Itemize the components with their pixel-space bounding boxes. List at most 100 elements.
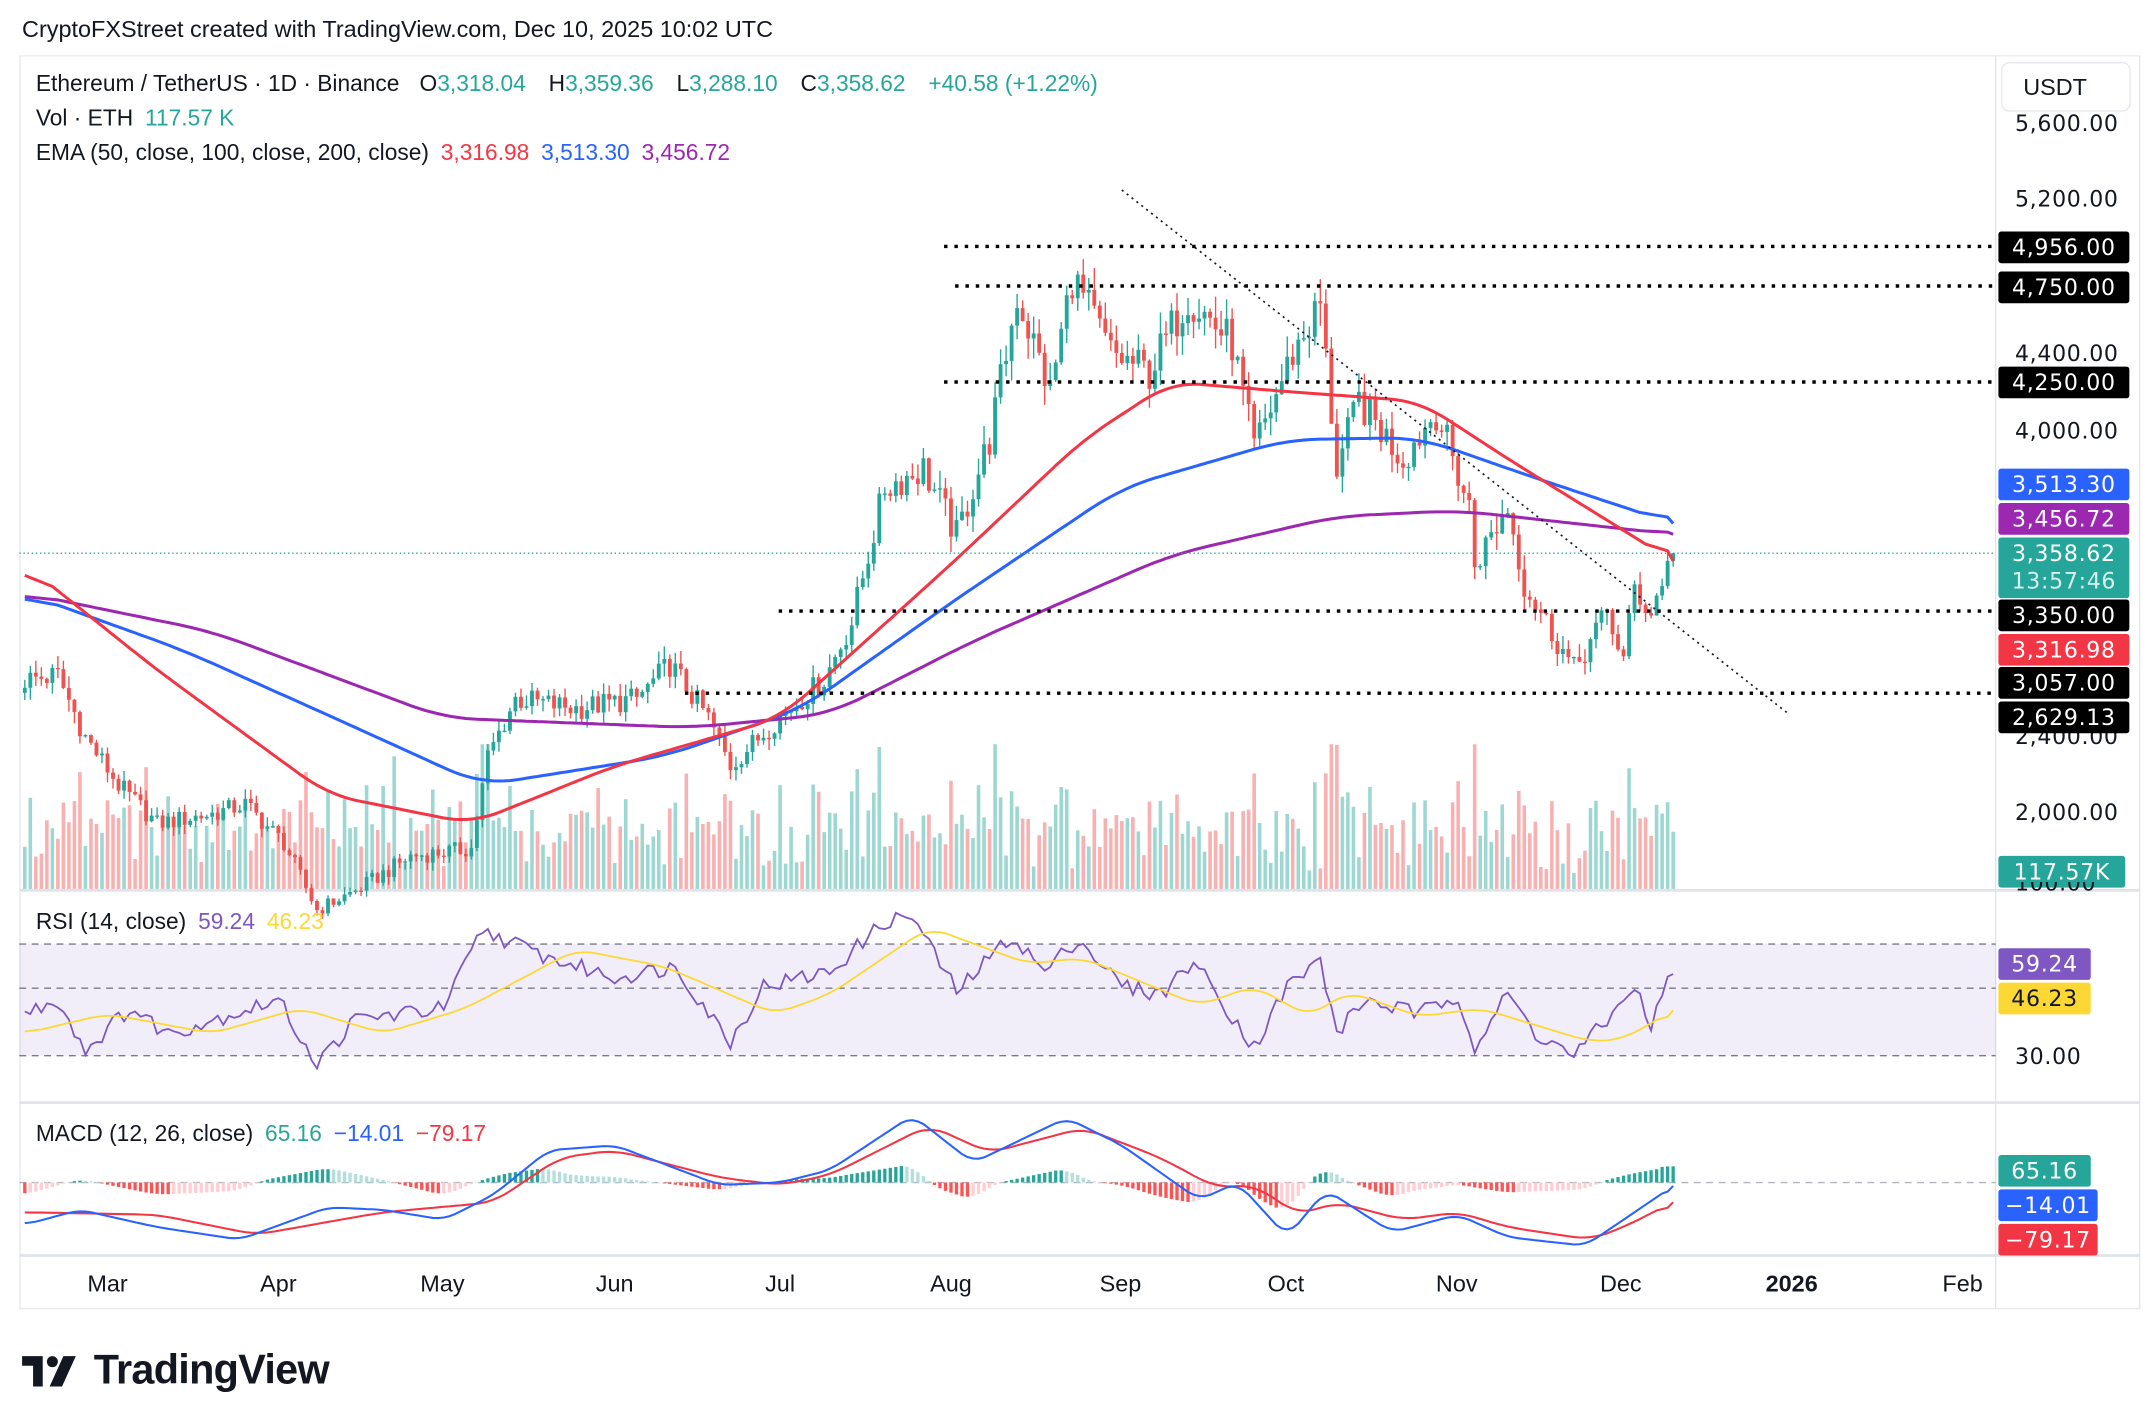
candle-body [1186,315,1190,324]
candle-body [877,493,882,544]
volume-bar [717,821,722,889]
volume-bar [1180,833,1185,889]
candle-body [1301,338,1306,340]
time-label: Nov [1435,1270,1478,1297]
candle-body [938,488,942,490]
macd-histogram-bar [596,1176,600,1183]
candle-body [1632,584,1637,614]
macd-histogram-bar [1632,1173,1637,1183]
candle-body [844,644,849,650]
volume-bar [552,842,556,889]
volume-bar [1434,826,1438,889]
volume-bar [1561,863,1565,889]
candle-body [215,812,220,820]
ema50-value: 3,316.98 [440,140,530,166]
volume-bar [94,823,99,889]
candle-body [1489,532,1494,538]
volume-bar [265,828,270,889]
macd-histogram-bar [491,1176,496,1183]
volume-bar [1246,809,1251,889]
candle-body [1180,323,1185,337]
candle-body [960,511,964,521]
macd-histogram-bar [844,1174,848,1183]
candle-body [1075,274,1080,299]
candle-body [22,687,27,693]
macd-histogram-bar [177,1182,181,1194]
candle-body [1461,485,1466,493]
macd-histogram-bar [976,1182,981,1194]
candle-body [1130,355,1135,364]
candle-body [1456,456,1461,486]
volume-bar [1638,818,1642,889]
candle-body [689,691,694,704]
macd-histogram-bar [359,1175,363,1183]
macd-histogram-bar [668,1182,672,1185]
volume-bar [243,805,248,889]
candle-body [778,715,782,734]
candle-body [138,794,143,801]
macd-histogram-bar [579,1175,584,1183]
volume-bar [1643,817,1648,889]
volume-bar [72,801,77,889]
candle-body [629,688,634,697]
candle-body [987,444,992,455]
macd-histogram-bar [938,1182,942,1189]
level-tag-4956: 4,956.00 [1998,231,2130,264]
volume-bar [1186,821,1190,889]
volume-bar [23,846,27,889]
candle-body [133,791,137,795]
rsi-label[interactable]: RSI (14, close) [35,909,187,935]
macd-histogram-bar [116,1182,121,1187]
macd-histogram-bar [1533,1182,1537,1192]
candle-body [1329,348,1334,424]
volume-bar [193,825,198,889]
candle-body [579,706,584,719]
candle-body [485,750,490,784]
macd-histogram-bar [535,1169,540,1183]
ema-label[interactable]: EMA (50, close, 100, close, 200, close) [35,140,429,166]
candle-body [1379,419,1383,443]
candle-body [535,690,540,700]
time-label: Oct [1267,1270,1305,1297]
volume-bar [403,863,407,889]
volume-label[interactable]: Vol · ETH [35,106,134,131]
volume-bar [965,828,970,889]
price-tick: 5,200.00 [2014,186,2119,213]
macd-histogram-bar [1004,1181,1008,1183]
ema-legend: EMA (50, close, 100, close, 200, close) … [36,141,736,167]
volume-bar [204,825,209,889]
macd-histogram-bar [1131,1182,1135,1189]
volume-bar [348,828,352,889]
tradingview-logo[interactable]: TradingView [22,1348,330,1395]
close-label: C [800,71,817,97]
volume-bar [1417,843,1422,889]
volume-bar [1384,828,1389,889]
macd-histogram-bar [1274,1182,1278,1208]
candle-body [596,696,601,713]
volume-bar [838,828,843,889]
macd-histogram-bar [1054,1170,1058,1183]
candle-body [915,478,920,485]
volume-bar [342,799,347,889]
macd-histogram-bar [45,1182,49,1189]
macd-line [24,1119,1674,1246]
symbol-title[interactable]: Ethereum / TetherUS · 1D · Binance [35,71,400,97]
candle-body [1009,325,1014,361]
volume-bar [976,785,981,889]
volume-bar [1109,828,1113,889]
candle-body [827,667,832,687]
macd-histogram-bar [72,1181,77,1183]
candle-body [281,832,286,851]
currency-button[interactable]: USDT [2001,62,2131,112]
candle-body [298,857,303,870]
volume-bar [144,767,148,889]
macd-label[interactable]: MACD (12, 26, close) [35,1121,254,1147]
macd-histogram-bar [315,1169,319,1183]
volume-bar [1340,796,1345,889]
candle-body [72,699,77,713]
macd-histogram-bar [1362,1182,1367,1188]
volume-bar [1500,804,1505,889]
candle-body [116,778,121,791]
